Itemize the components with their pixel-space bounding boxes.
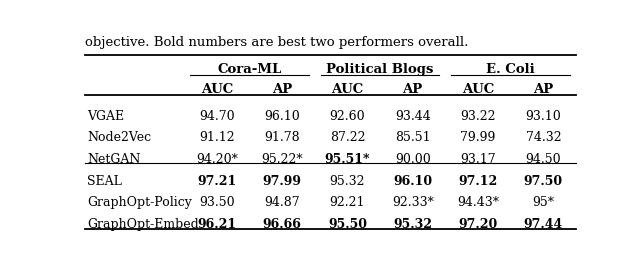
Text: NetGAN: NetGAN	[88, 153, 141, 166]
Text: 94.50: 94.50	[525, 153, 561, 166]
Text: VGAE: VGAE	[88, 110, 125, 123]
Text: 91.78: 91.78	[264, 131, 300, 144]
Text: 97.44: 97.44	[524, 218, 563, 231]
Text: 96.66: 96.66	[262, 218, 301, 231]
Text: AUC: AUC	[462, 83, 494, 96]
Text: 93.50: 93.50	[199, 196, 235, 209]
Text: GraphOpt-Policy: GraphOpt-Policy	[88, 196, 192, 209]
Text: AP: AP	[272, 83, 292, 96]
Text: 97.50: 97.50	[524, 175, 563, 188]
Text: Political Blogs: Political Blogs	[326, 63, 434, 76]
Text: GraphOpt-Embed: GraphOpt-Embed	[88, 218, 199, 231]
Text: 91.12: 91.12	[199, 131, 235, 144]
Text: 87.22: 87.22	[330, 131, 365, 144]
Text: AUC: AUC	[201, 83, 233, 96]
Text: 94.43*: 94.43*	[457, 196, 499, 209]
Text: AP: AP	[403, 83, 423, 96]
Text: 74.32: 74.32	[525, 131, 561, 144]
Text: E. Coli: E. Coli	[486, 63, 535, 76]
Text: 95.22*: 95.22*	[261, 153, 303, 166]
Text: 93.17: 93.17	[460, 153, 496, 166]
Text: SEAL: SEAL	[88, 175, 122, 188]
Text: 97.20: 97.20	[458, 218, 498, 231]
Text: 93.10: 93.10	[525, 110, 561, 123]
Text: 95.32: 95.32	[393, 218, 432, 231]
Text: Cora-ML: Cora-ML	[218, 63, 282, 76]
Text: 95*: 95*	[532, 196, 554, 209]
Text: 94.87: 94.87	[264, 196, 300, 209]
Text: 85.51: 85.51	[395, 131, 431, 144]
Text: 93.22: 93.22	[460, 110, 496, 123]
Text: Node2Vec: Node2Vec	[88, 131, 152, 144]
Text: 96.10: 96.10	[393, 175, 432, 188]
Text: objective. Bold numbers are best two performers overall.: objective. Bold numbers are best two per…	[85, 36, 468, 49]
Text: 97.21: 97.21	[197, 175, 236, 188]
Text: AP: AP	[533, 83, 554, 96]
Text: 95.50: 95.50	[328, 218, 367, 231]
Text: 92.60: 92.60	[330, 110, 365, 123]
Text: 92.33*: 92.33*	[392, 196, 434, 209]
Text: 93.44: 93.44	[395, 110, 431, 123]
Text: 94.20*: 94.20*	[196, 153, 237, 166]
Text: 97.12: 97.12	[458, 175, 498, 188]
Text: 96.10: 96.10	[264, 110, 300, 123]
Text: AUC: AUC	[332, 83, 364, 96]
Text: 95.51*: 95.51*	[324, 153, 370, 166]
Text: 95.32: 95.32	[330, 175, 365, 188]
Text: 92.21: 92.21	[330, 196, 365, 209]
Text: 97.99: 97.99	[262, 175, 301, 188]
Text: 96.21: 96.21	[197, 218, 236, 231]
Text: 94.70: 94.70	[199, 110, 235, 123]
Text: 90.00: 90.00	[395, 153, 431, 166]
Text: 79.99: 79.99	[460, 131, 496, 144]
